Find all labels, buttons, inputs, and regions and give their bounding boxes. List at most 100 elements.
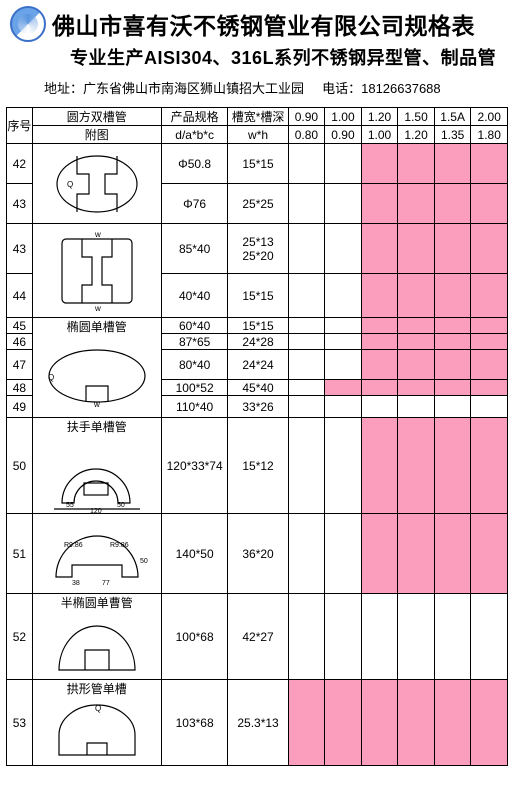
phone-label: 电话： xyxy=(322,81,361,96)
cell-thick-4 xyxy=(434,144,471,184)
cell-thick-5 xyxy=(471,350,508,380)
cell-thick-1 xyxy=(325,396,362,418)
diagram-icon: Q xyxy=(33,145,161,223)
cell-wh: 24*28 xyxy=(228,334,288,350)
cell-thick-4 xyxy=(434,514,471,594)
col-thick-bot-2: 1.00 xyxy=(361,126,398,144)
cell-seq: 43 xyxy=(7,224,33,274)
cell-wh: 33*26 xyxy=(228,396,288,418)
cell-thick-2 xyxy=(361,418,398,514)
col-wh: 槽宽*槽深 xyxy=(228,108,288,126)
cell-spec: 120*33*74 xyxy=(161,418,228,514)
address-label: 地址： xyxy=(44,81,83,96)
cell-thick-3 xyxy=(398,334,435,350)
cell-spec: 85*40 xyxy=(161,224,228,274)
cell-thick-1 xyxy=(325,680,362,766)
cell-wh: 15*15 xyxy=(228,274,288,318)
phone-text: 18126637688 xyxy=(361,81,441,96)
cell-spec: Φ76 xyxy=(161,184,228,224)
svg-text:77: 77 xyxy=(102,580,110,587)
cell-spec: 87*65 xyxy=(161,334,228,350)
svg-text:55: 55 xyxy=(66,502,74,509)
cell-wh: 25*25 xyxy=(228,184,288,224)
cell-spec: 80*40 xyxy=(161,350,228,380)
cell-thick-4 xyxy=(434,184,471,224)
cell-thick-0 xyxy=(288,144,325,184)
cell-thick-3 xyxy=(398,594,435,680)
cell-thick-1 xyxy=(325,334,362,350)
svg-text:w: w xyxy=(93,400,100,408)
cell-wh: 25.3*13 xyxy=(228,680,288,766)
cell-seq: 45 xyxy=(7,318,33,334)
cell-thick-5 xyxy=(471,418,508,514)
diagram-icon: R9.86 R9.86 38 77 50 xyxy=(33,515,161,593)
cell-thick-3 xyxy=(398,680,435,766)
cell-thick-2 xyxy=(361,274,398,318)
cell-seq: 53 xyxy=(7,680,33,766)
cell-thick-0 xyxy=(288,184,325,224)
cell-thick-3 xyxy=(398,418,435,514)
cell-thick-0 xyxy=(288,594,325,680)
cell-thick-3 xyxy=(398,318,435,334)
cell-thick-2 xyxy=(361,144,398,184)
cell-thick-4 xyxy=(434,680,471,766)
cell-seq: 50 xyxy=(7,418,33,514)
cell-thick-5 xyxy=(471,396,508,418)
cell-seq: 46 xyxy=(7,334,33,350)
cell-wh: 36*20 xyxy=(228,514,288,594)
cell-thick-2 xyxy=(361,680,398,766)
col-thick-top-5: 2.00 xyxy=(471,108,508,126)
cell-thick-1 xyxy=(325,184,362,224)
cell-thick-3 xyxy=(398,396,435,418)
cell-thick-1 xyxy=(325,418,362,514)
col-thick-top-1: 1.00 xyxy=(325,108,362,126)
cell-spec: 110*40 xyxy=(161,396,228,418)
cell-thick-1 xyxy=(325,318,362,334)
cell-diagram: w w xyxy=(32,224,161,318)
col-wh-sub: w*h xyxy=(228,126,288,144)
col-thick-top-2: 1.20 xyxy=(361,108,398,126)
section-caption: 半椭圆单曹管 xyxy=(33,595,161,611)
address-line: 地址：广东省佛山市南海区狮山镇招大工业园 电话：18126637688 xyxy=(10,78,504,97)
svg-text:38: 38 xyxy=(72,580,80,587)
cell-thick-1 xyxy=(325,224,362,274)
cell-thick-1 xyxy=(325,380,362,396)
col-img-sub: 附图 xyxy=(32,126,161,144)
cell-thick-3 xyxy=(398,224,435,274)
svg-text:50: 50 xyxy=(140,558,148,565)
cell-seq: 48 xyxy=(7,380,33,396)
cell-thick-1 xyxy=(325,144,362,184)
diagram-icon: 55 50 120 xyxy=(33,435,161,513)
section-caption: 扶手单槽管 xyxy=(33,419,161,435)
cell-thick-4 xyxy=(434,594,471,680)
cell-thick-2 xyxy=(361,350,398,380)
cell-seq: 43 xyxy=(7,184,33,224)
cell-thick-1 xyxy=(325,594,362,680)
cell-thick-5 xyxy=(471,184,508,224)
cell-thick-5 xyxy=(471,318,508,334)
cell-thick-1 xyxy=(325,350,362,380)
cell-thick-2 xyxy=(361,334,398,350)
cell-thick-4 xyxy=(434,334,471,350)
cell-thick-2 xyxy=(361,224,398,274)
company-logo-icon xyxy=(10,6,46,42)
cell-thick-0 xyxy=(288,514,325,594)
col-thick-bot-3: 1.20 xyxy=(398,126,435,144)
cell-seq: 51 xyxy=(7,514,33,594)
svg-text:Q: Q xyxy=(48,373,54,382)
cell-thick-5 xyxy=(471,274,508,318)
col-thick-bot-1: 0.90 xyxy=(325,126,362,144)
cell-thick-5 xyxy=(471,680,508,766)
cell-thick-5 xyxy=(471,334,508,350)
cell-thick-0 xyxy=(288,224,325,274)
cell-wh: 15*12 xyxy=(228,418,288,514)
cell-thick-0 xyxy=(288,334,325,350)
cell-spec: 103*68 xyxy=(161,680,228,766)
cell-wh: 24*24 xyxy=(228,350,288,380)
cell-spec: 140*50 xyxy=(161,514,228,594)
cell-seq: 42 xyxy=(7,144,33,184)
page-subtitle: 专业生产AISI304、316L系列不锈钢异型管、制品管 xyxy=(10,44,504,70)
col-seq: 序号 xyxy=(7,108,33,144)
cell-thick-1 xyxy=(325,514,362,594)
svg-text:120: 120 xyxy=(90,508,102,513)
